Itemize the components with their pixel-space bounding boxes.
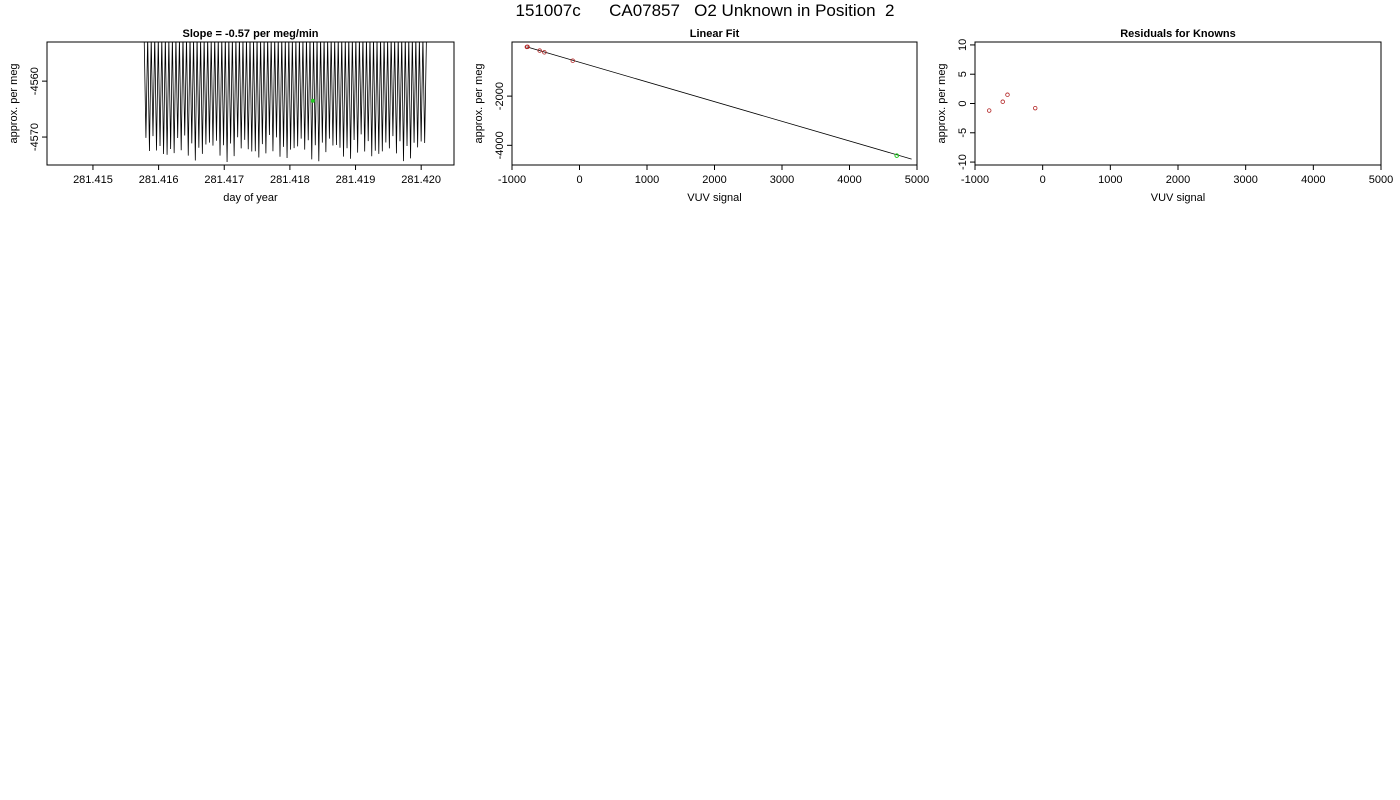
- x-axis-label: day of year: [223, 192, 278, 204]
- x-tick-label: 281.419: [336, 174, 376, 186]
- y-tick-label: -4570: [29, 123, 41, 151]
- y-tick-label: -4560: [29, 67, 41, 95]
- x-tick-label: 4000: [837, 174, 861, 186]
- known-point: [570, 58, 575, 63]
- x-tick-label: 0: [576, 174, 582, 186]
- y-tick-label: 10: [957, 39, 969, 51]
- x-axis-label: VUV signal: [1151, 192, 1205, 204]
- y-tick-label: -4000: [494, 131, 506, 159]
- x-tick-label: 0: [1040, 174, 1046, 186]
- x-tick-label: -1000: [498, 174, 526, 186]
- panel-title: Linear Fit: [690, 28, 740, 40]
- plot-frame: [974, 41, 1382, 166]
- y-tick-label: -2000: [494, 82, 506, 110]
- x-tick-label: 4000: [1301, 174, 1325, 186]
- unknown-point: [310, 98, 315, 103]
- main-title: 151007c CA07857 O2 Unknown in Position 2: [515, 1, 895, 20]
- y-axis-label: approx. per meg: [8, 63, 20, 143]
- x-tick-label: 281.418: [270, 174, 310, 186]
- residual-point: [987, 108, 992, 113]
- known-point: [537, 48, 542, 53]
- x-tick-label: 3000: [770, 174, 794, 186]
- x-tick-label: 1000: [1098, 174, 1122, 186]
- residual-point: [1005, 92, 1010, 97]
- linear-fit-chart: Linear Fit -1000 0 1000 2000 3000 4000 5000 -200…: [473, 28, 929, 204]
- panel-title: Residuals for Knowns: [1120, 28, 1236, 40]
- x-tick-label: 2000: [1166, 174, 1190, 186]
- y-tick-label: 5: [957, 71, 969, 77]
- slope-time-series-chart: Slope = -0.57 per meg/min 281.415 281.416 2…: [8, 28, 455, 204]
- residual-point: [1000, 99, 1005, 104]
- fit-line: [526, 46, 912, 160]
- plot-area: [987, 92, 1038, 113]
- plot-area: [524, 44, 912, 160]
- x-tick-label: 281.416: [139, 174, 179, 186]
- residuals-chart: Residuals for Knowns -1000 0 1000 2000 3000 40…: [936, 28, 1393, 204]
- x-tick-label: 1000: [635, 174, 659, 186]
- y-axis-label: approx. per meg: [473, 63, 485, 143]
- known-point: [542, 50, 547, 55]
- y-tick-label: -5: [957, 128, 969, 138]
- plot-frame: [46, 41, 455, 166]
- x-tick-label: 5000: [905, 174, 929, 186]
- known-point: [525, 44, 530, 49]
- x-tick-label: 281.417: [204, 174, 244, 186]
- x-tick-label: 3000: [1233, 174, 1257, 186]
- residual-point: [1033, 105, 1038, 111]
- panel-title: Slope = -0.57 per meg/min: [182, 28, 318, 40]
- series-trace: [143, 42, 427, 162]
- y-axis-label: approx. per meg: [936, 63, 948, 143]
- x-axis-label: VUV signal: [687, 192, 741, 204]
- x-tick-label: 281.420: [401, 174, 441, 186]
- x-tick-label: 2000: [702, 174, 726, 186]
- unknown-point: [894, 153, 900, 158]
- y-tick-label: 0: [957, 100, 969, 106]
- x-tick-label: 5000: [1369, 174, 1393, 186]
- y-tick-label: -10: [957, 154, 969, 170]
- x-tick-label: -1000: [961, 174, 989, 186]
- x-tick-label: 281.415: [73, 174, 113, 186]
- plot-area: [143, 42, 427, 162]
